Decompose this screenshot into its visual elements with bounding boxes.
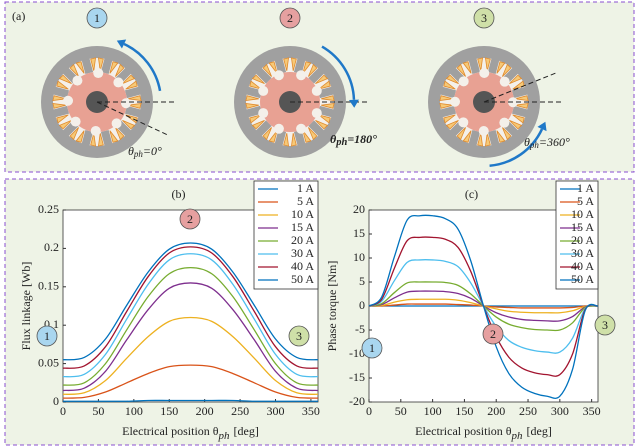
text-part: ph [133, 149, 144, 159]
state-number: 2 [287, 11, 293, 25]
x-tick-label: 350 [302, 404, 320, 418]
rotor-notch [113, 77, 123, 87]
panel-label: (a) [12, 9, 25, 23]
x-tick-label: 150 [455, 404, 473, 418]
chart-title: (b) [172, 187, 186, 201]
text-part: =360° [539, 135, 570, 149]
rotor-notch [479, 126, 489, 136]
rotor-notch [121, 98, 131, 108]
state-number: 2 [187, 212, 193, 226]
text-part: =180° [347, 132, 377, 146]
legend-label: 5 A [297, 194, 314, 208]
rotor-notch [258, 86, 268, 96]
rotor-notch [112, 118, 122, 128]
y-tick-label: 10 [353, 250, 365, 264]
state-number: 3 [602, 318, 608, 332]
state-number: 1 [94, 11, 100, 25]
state-number: 2 [490, 327, 496, 341]
text-part: [deg] [527, 424, 552, 438]
legend-label: 15 A [291, 220, 314, 234]
legend-label: 1 A [577, 181, 594, 195]
text-part: ph [218, 430, 231, 442]
x-tick-label: 200 [196, 404, 214, 418]
rotor-notch [71, 117, 81, 127]
legend-label: 20 A [571, 233, 594, 247]
rotor-notch [274, 70, 284, 80]
rotor-notch [459, 76, 469, 86]
text-part: [deg] [234, 424, 259, 438]
rotor-notch [312, 108, 322, 118]
rotor-notch [312, 86, 322, 96]
y-tick-label: 0.15 [38, 279, 59, 293]
text-part: =0° [143, 144, 162, 158]
rotor-notch [91, 126, 101, 136]
state-number: 3 [296, 329, 302, 343]
legend-label: 50 A [571, 272, 594, 286]
legend-label: 40 A [291, 259, 314, 273]
x-tick-label: 300 [551, 404, 569, 418]
rotor-notch [479, 68, 489, 78]
y-tick-label: 0.25 [38, 202, 59, 216]
y-tick-label: 0 [359, 298, 365, 312]
y-tick-label: 5 [359, 274, 365, 288]
x-tick-label: 150 [160, 404, 178, 418]
figure: (a) 1θph=0°2θph=180°3θph=360°05010015020… [0, 0, 639, 447]
y-tick-label: -5 [355, 322, 365, 336]
x-tick-label: 50 [395, 404, 407, 418]
text-part: ph [529, 140, 540, 150]
x-tick-label: 0 [366, 404, 372, 418]
x-tick-label: 50 [92, 404, 104, 418]
state-number: 1 [369, 341, 375, 355]
rotor-notch [63, 96, 73, 106]
x-tick-label: 300 [267, 404, 285, 418]
y-tick-label: 0 [53, 394, 59, 408]
legend-label: 5 A [577, 194, 594, 208]
text-part: ph [335, 137, 347, 148]
rotor-notch [458, 117, 468, 127]
legend-label: 40 A [571, 259, 594, 273]
text-part: Electrical position θ [415, 424, 512, 438]
legend-label: 30 A [291, 246, 314, 260]
rotor-notch [258, 108, 268, 118]
x-tick-label: 200 [487, 404, 505, 418]
legend-label: 20 A [291, 233, 314, 247]
rotor-notch [296, 70, 306, 80]
x-tick-label: 100 [424, 404, 442, 418]
y-axis-label: Phase torque [Nm] [325, 261, 339, 352]
rotor-notch [72, 76, 82, 86]
x-tick-label: 250 [231, 404, 249, 418]
text-part: Electrical position θ [122, 424, 219, 438]
rotor-notch [274, 124, 284, 134]
legend-label: 1 A [297, 181, 314, 195]
legend-label: 50 A [291, 272, 314, 286]
x-tick-label: 0 [60, 404, 66, 418]
chart-title: (c) [465, 187, 478, 201]
rotor-notch [93, 68, 103, 78]
y-axis-label: Flux linkage [Wb] [19, 262, 33, 351]
y-tick-label: -15 [349, 370, 365, 384]
rotor-notch [450, 97, 460, 107]
state-number: 3 [481, 11, 487, 25]
y-tick-label: 20 [353, 202, 365, 216]
rotor-notch [499, 118, 509, 128]
state-number: 1 [44, 329, 50, 343]
rotor-notch [296, 124, 306, 134]
legend-label: 10 A [291, 207, 314, 221]
legend-label: 10 A [571, 207, 594, 221]
legend-label: 30 A [571, 246, 594, 260]
x-tick-label: 100 [125, 404, 143, 418]
text-part: ph [511, 430, 524, 442]
angle-label: θph=0° [128, 144, 162, 159]
legend-label: 15 A [571, 220, 594, 234]
y-tick-label: 0.05 [38, 355, 59, 369]
x-tick-label: 250 [519, 404, 537, 418]
y-tick-label: 15 [353, 226, 365, 240]
y-tick-label: 0.2 [44, 240, 59, 254]
rotor-notch [500, 77, 510, 87]
y-tick-label: -20 [349, 394, 365, 408]
x-tick-label: 350 [583, 404, 601, 418]
